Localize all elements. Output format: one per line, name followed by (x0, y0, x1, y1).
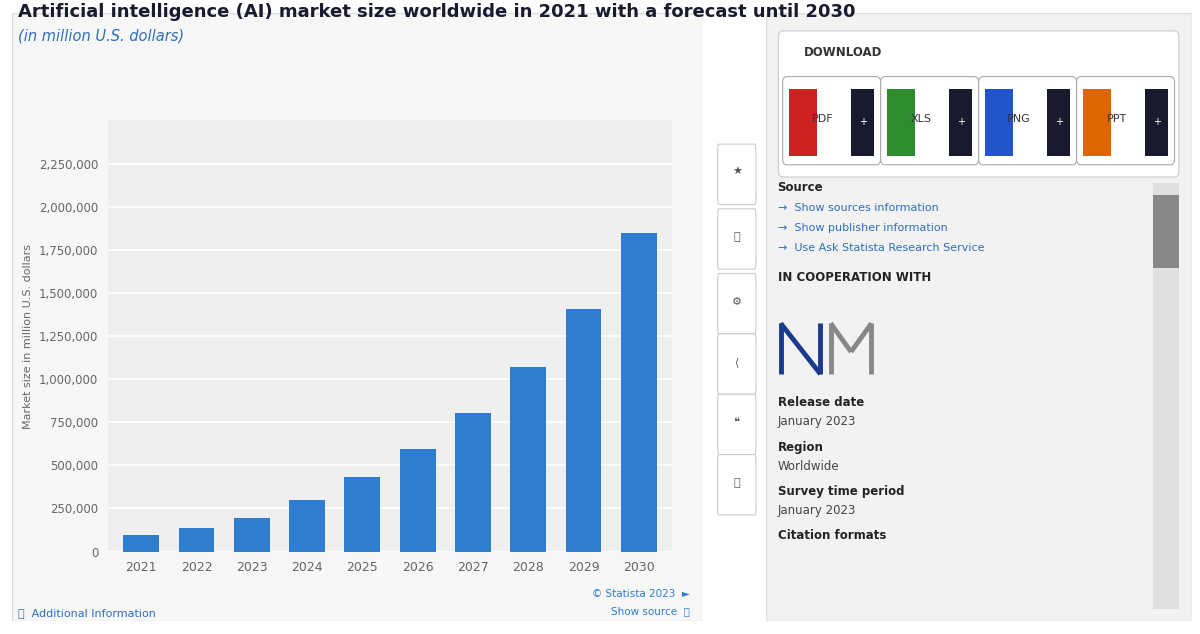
Text: +: + (859, 117, 866, 127)
Text: January 2023: January 2023 (778, 415, 856, 429)
Bar (289, 500, 325, 552)
FancyBboxPatch shape (1046, 89, 1070, 156)
Bar (234, 518, 270, 552)
FancyBboxPatch shape (979, 77, 1076, 165)
Text: →  Show publisher information: → Show publisher information (778, 223, 947, 233)
FancyBboxPatch shape (1145, 89, 1168, 156)
Text: +: + (956, 117, 965, 127)
Text: IN COOPERATION WITH: IN COOPERATION WITH (778, 271, 931, 284)
FancyBboxPatch shape (718, 455, 756, 515)
Text: Citation formats: Citation formats (778, 529, 886, 543)
FancyBboxPatch shape (1082, 89, 1111, 156)
Bar (344, 477, 380, 552)
Text: January 2023: January 2023 (778, 504, 856, 517)
Text: →  Use Ask Statista Research Service: → Use Ask Statista Research Service (778, 243, 984, 254)
Text: Region: Region (778, 441, 823, 454)
FancyBboxPatch shape (718, 144, 756, 205)
Text: Artificial intelligence (AI) market size worldwide in 2021 with a forecast until: Artificial intelligence (AI) market size… (18, 3, 856, 21)
Bar (510, 366, 546, 552)
Text: PDF: PDF (812, 114, 834, 124)
FancyBboxPatch shape (718, 273, 756, 334)
FancyBboxPatch shape (985, 89, 1013, 156)
Text: XLS: XLS (911, 114, 931, 124)
Text: ❝: ❝ (734, 417, 739, 427)
Bar (455, 413, 491, 552)
Text: →  Show sources information: → Show sources information (778, 203, 938, 213)
FancyBboxPatch shape (1153, 183, 1178, 609)
Text: Survey time period: Survey time period (778, 485, 904, 498)
FancyBboxPatch shape (1076, 77, 1175, 165)
Bar (179, 528, 215, 552)
Text: DOWNLOAD: DOWNLOAD (804, 46, 882, 59)
Y-axis label: Market size in million U.S. dollars: Market size in million U.S. dollars (23, 243, 34, 429)
FancyBboxPatch shape (718, 334, 756, 394)
FancyBboxPatch shape (1153, 195, 1178, 268)
FancyBboxPatch shape (718, 209, 756, 269)
Bar (565, 309, 601, 552)
Text: (in million U.S. dollars): (in million U.S. dollars) (18, 29, 184, 44)
FancyBboxPatch shape (887, 89, 914, 156)
Text: ★: ★ (732, 167, 742, 177)
Text: +: + (1153, 117, 1160, 127)
Text: Worldwide: Worldwide (778, 460, 839, 473)
FancyBboxPatch shape (782, 77, 881, 165)
Text: ⎙: ⎙ (733, 477, 740, 488)
FancyBboxPatch shape (851, 89, 875, 156)
Text: Release date: Release date (778, 396, 864, 410)
Text: © Statista 2023  ►: © Statista 2023 ► (592, 589, 690, 599)
Text: 🔔: 🔔 (733, 232, 740, 242)
FancyBboxPatch shape (881, 77, 979, 165)
FancyBboxPatch shape (12, 13, 702, 621)
Text: ⚙: ⚙ (732, 297, 742, 306)
FancyBboxPatch shape (949, 89, 972, 156)
Text: PPT: PPT (1106, 114, 1127, 124)
Text: ⓘ  Additional Information: ⓘ Additional Information (18, 608, 156, 618)
Text: Source: Source (778, 181, 823, 194)
FancyBboxPatch shape (718, 394, 756, 455)
Bar (400, 449, 436, 552)
Text: Show source  ⓘ: Show source ⓘ (611, 606, 690, 616)
Bar (124, 536, 160, 552)
Text: +: + (1055, 117, 1063, 127)
Bar (620, 233, 656, 552)
Text: PNG: PNG (1007, 114, 1031, 124)
FancyBboxPatch shape (790, 89, 817, 156)
FancyBboxPatch shape (779, 31, 1178, 177)
FancyBboxPatch shape (766, 13, 1192, 621)
Text: ⟨: ⟨ (734, 357, 739, 367)
